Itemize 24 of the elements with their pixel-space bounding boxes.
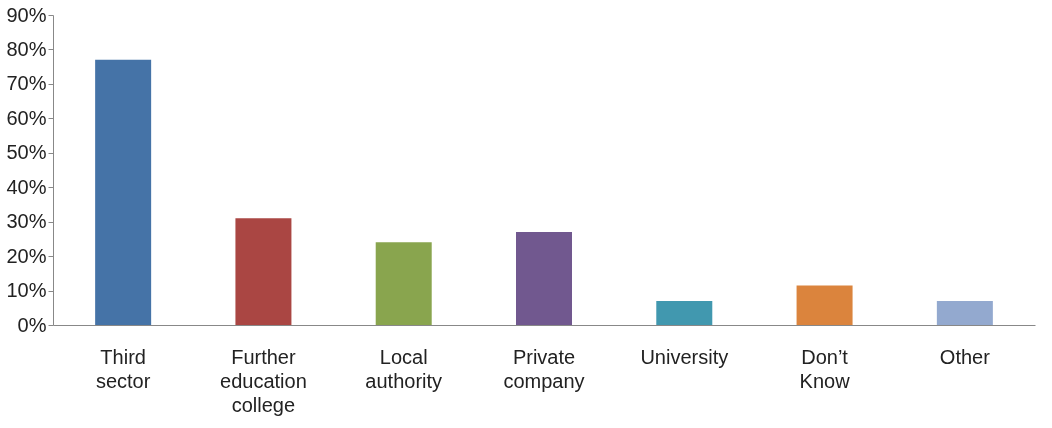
y-tick-label: 90% [6,3,47,26]
y-tick-label: 60% [6,106,47,129]
bar [516,232,572,325]
x-tick-label: University [640,345,729,368]
y-tick-label: 0% [17,313,47,336]
bar [656,300,713,325]
y-tick-label: 10% [6,279,47,302]
y-tick-label: 80% [6,37,47,60]
x-tick-label: Don’t Know [799,345,851,392]
y-tick-label: 20% [6,244,47,267]
x-tick-label: Other [939,345,991,368]
y-tick-label: 70% [6,72,47,95]
bar [796,285,853,325]
x-tick-label: Private company [503,345,585,392]
y-tick-label: 50% [6,141,47,164]
x-tick-label: Local authority [365,345,443,392]
bar [936,300,993,325]
x-tick-label: Further education college [220,345,307,416]
bar [95,59,152,325]
y-tick-label: 30% [6,210,47,233]
bar [235,218,292,325]
y-tick-label: 40% [6,175,47,198]
x-tick-label: Third sector [95,345,151,392]
bar [375,242,432,325]
